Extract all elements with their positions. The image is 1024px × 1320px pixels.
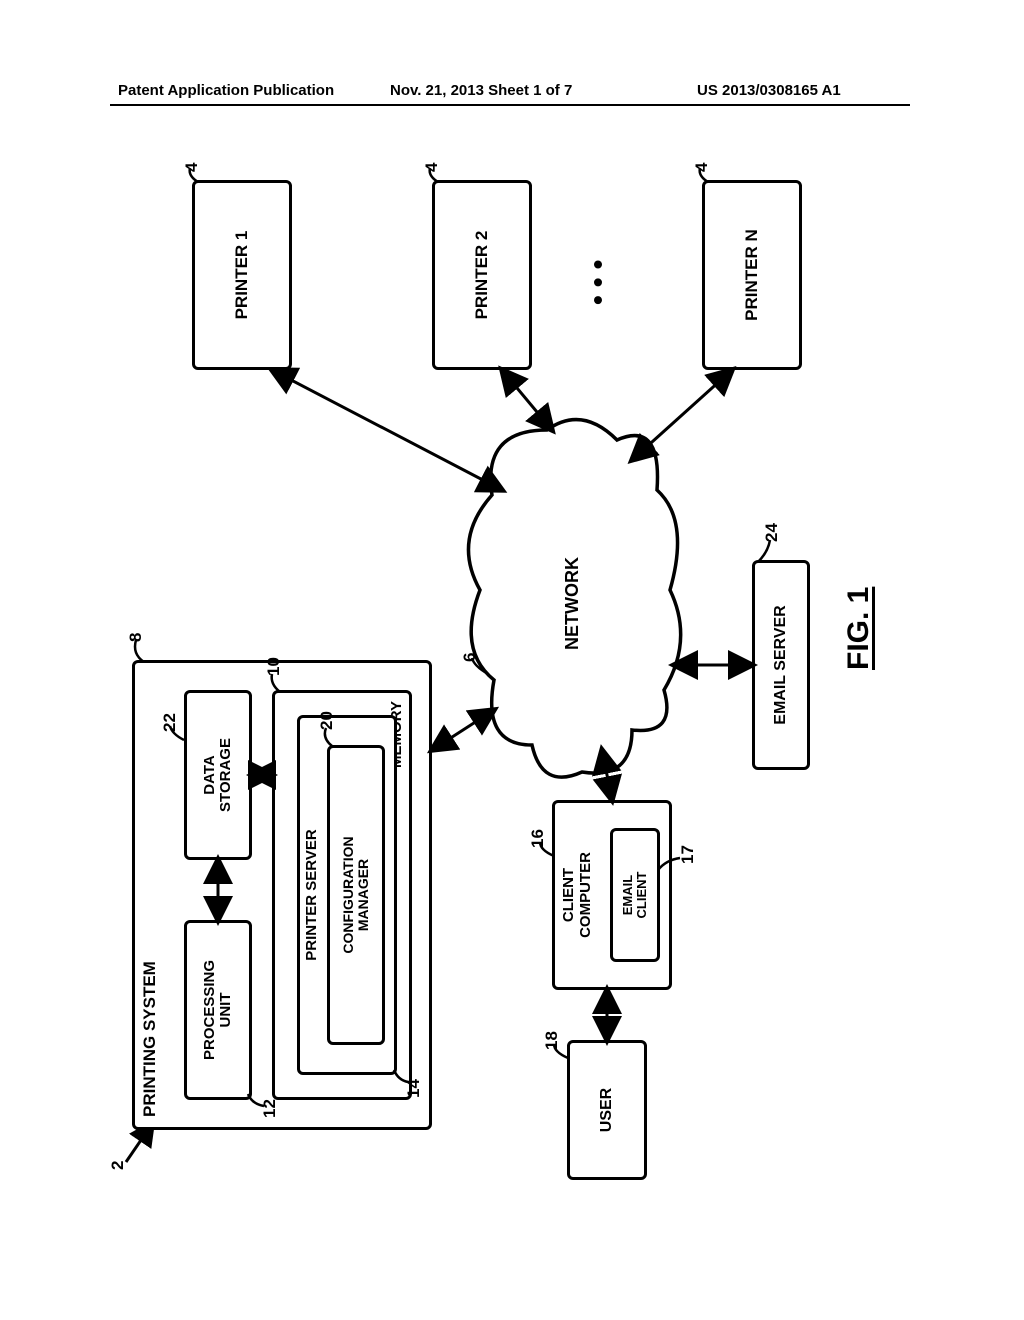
printer-1-box: PRINTER 1 (192, 180, 292, 370)
lead-line-icon (322, 726, 336, 748)
lead-line-icon (188, 166, 202, 184)
network-label: NETWORK (562, 557, 583, 650)
printer-n-label: PRINTER N (743, 229, 762, 321)
printer-2-box: PRINTER 2 (432, 180, 532, 370)
printer-ellipsis: ••• (582, 252, 614, 305)
lead-line-icon (246, 1088, 266, 1108)
lead-line-icon (168, 724, 188, 742)
lead-line-icon (754, 538, 774, 564)
email-server-box: EMAIL SERVER (752, 560, 810, 770)
config-manager-box: CONFIGURATION MANAGER (327, 745, 385, 1045)
lead-line-icon (268, 672, 284, 694)
user-box: USER (567, 1040, 647, 1180)
client-computer-label: CLIENT COMPUTER (561, 852, 594, 938)
lead-line-icon (428, 166, 442, 184)
lead-line-icon (538, 840, 558, 860)
processing-unit-box: PROCESSING UNIT (184, 920, 252, 1100)
header-left: Patent Application Publication (118, 82, 334, 99)
printer-1-label: PRINTER 1 (233, 231, 252, 320)
printer-server-label: PRINTER SERVER (304, 829, 321, 960)
lead-line-icon (470, 656, 492, 678)
user-label: USER (598, 1088, 616, 1132)
processing-unit-label: PROCESSING UNIT (202, 960, 235, 1060)
figure-wrap: 2 PRINTING SYSTEM 8 PROCESSING UNIT 12 (112, 160, 912, 1190)
email-client-box: EMAIL CLIENT (610, 828, 660, 962)
lead-line-icon (130, 638, 148, 664)
printer-n-box: PRINTER N (702, 180, 802, 370)
header-rule (110, 104, 910, 106)
lead-line-icon (698, 166, 712, 184)
data-storage-box: DATA STORAGE (184, 690, 252, 860)
data-storage-label: DATA STORAGE (202, 738, 235, 812)
figure-caption: FIG. 1 (842, 587, 876, 670)
figure-rotated: 2 PRINTING SYSTEM 8 PROCESSING UNIT 12 (112, 160, 912, 1190)
lead-line-icon (656, 854, 682, 874)
email-server-label: EMAIL SERVER (772, 605, 790, 724)
email-client-label: EMAIL CLIENT (621, 872, 650, 919)
config-manager-label: CONFIGURATION MANAGER (341, 836, 372, 953)
header-right: US 2013/0308165 A1 (697, 82, 841, 99)
lead-line-icon (552, 1042, 572, 1062)
lead-line-icon (392, 1064, 410, 1084)
page: Patent Application Publication Nov. 21, … (0, 0, 1024, 1320)
printing-system-label: PRINTING SYSTEM (141, 961, 160, 1117)
printer-2-label: PRINTER 2 (473, 231, 492, 320)
header-center: Nov. 21, 2013 Sheet 1 of 7 (390, 82, 572, 99)
